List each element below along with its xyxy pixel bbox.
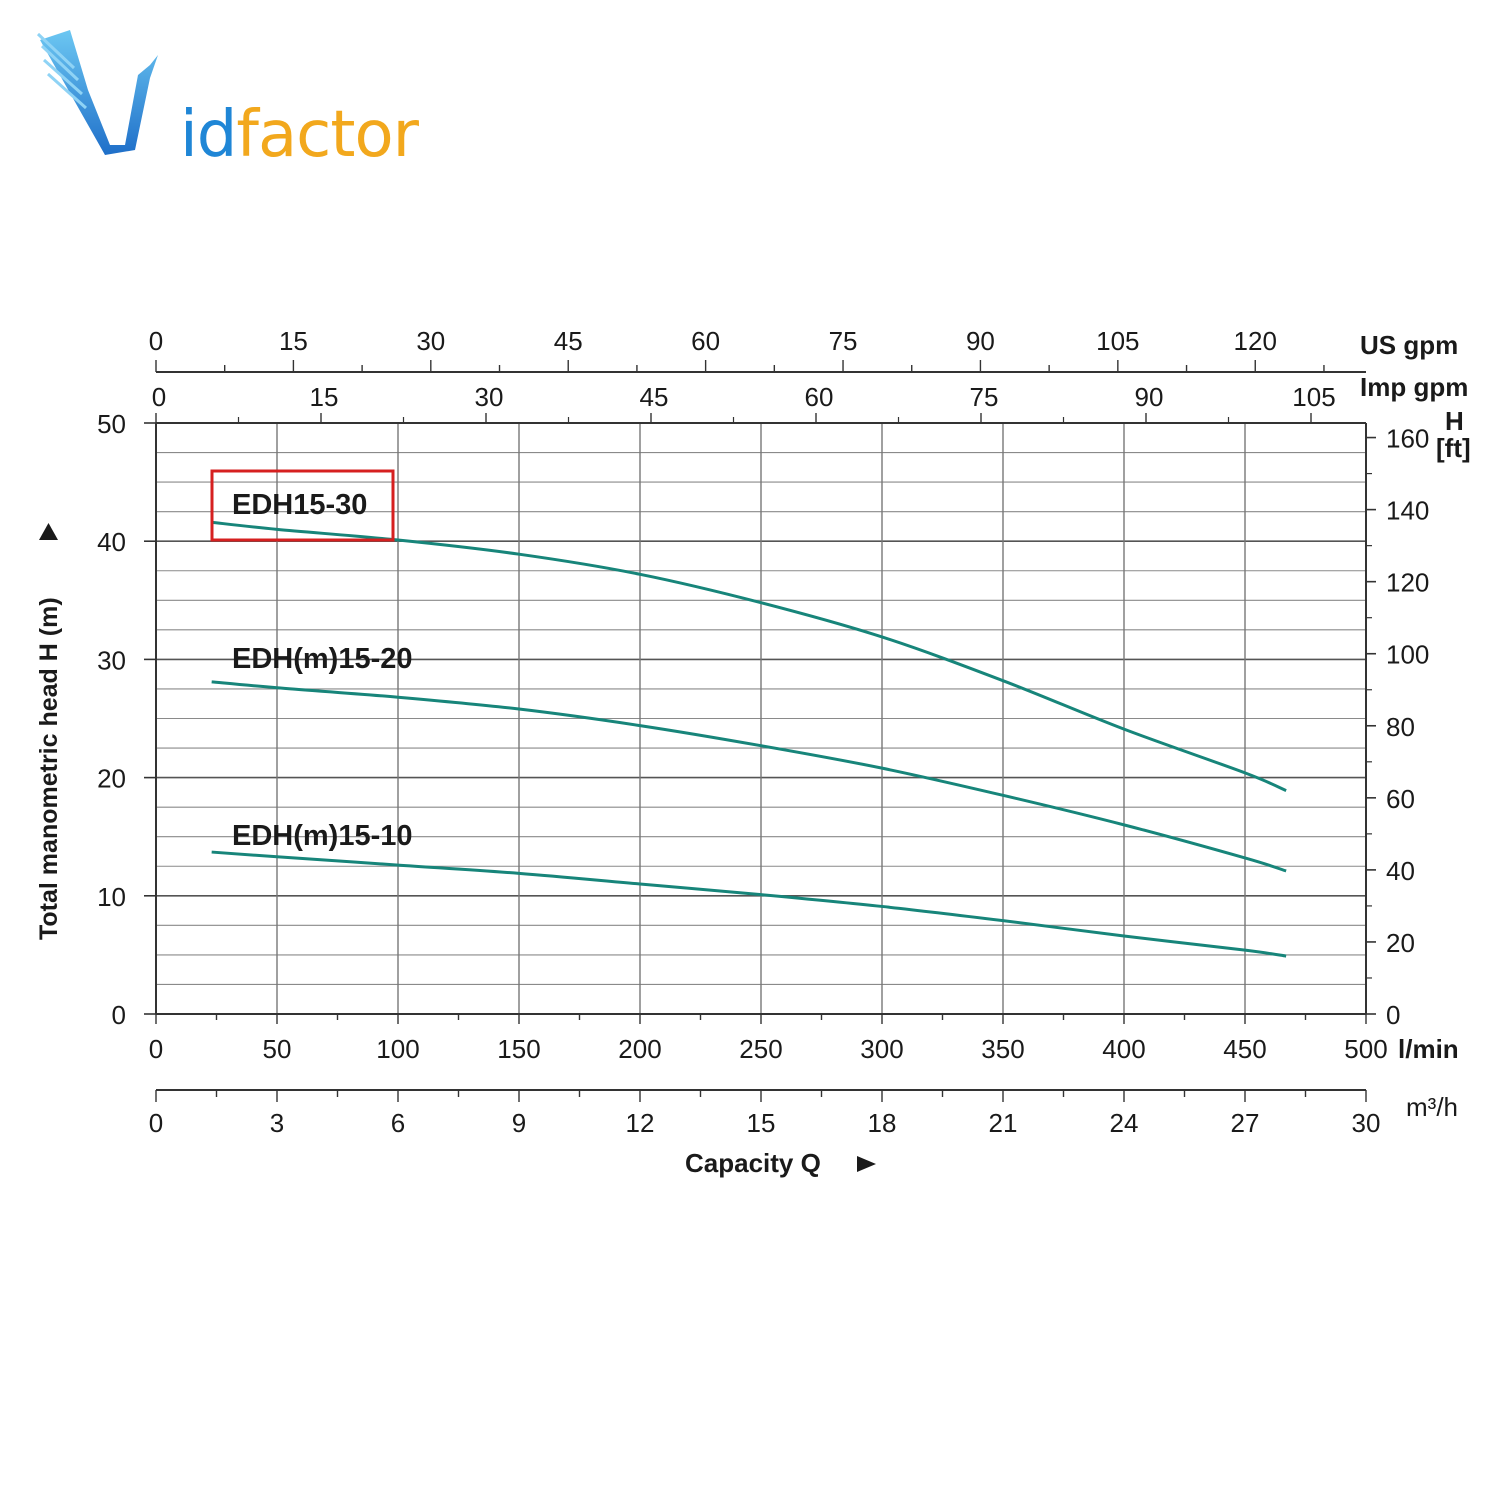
- curve-2: [211, 850, 1287, 958]
- highlight-box: [210, 469, 395, 542]
- x-tick-label: 100: [376, 1034, 419, 1064]
- m3h-tick-label: 9: [512, 1108, 526, 1138]
- us-gpm-tick-label: 75: [829, 326, 858, 356]
- chart-curves: EDH15-30 EDH(m)15-20 EDH(m)15-10: [210, 469, 1287, 958]
- ft-unit-ft: [ft]: [1436, 433, 1471, 463]
- m3h-tick-label: 6: [391, 1108, 405, 1138]
- y-tick-label: 10: [97, 882, 126, 912]
- imp-gpm-tick-label: 0: [152, 382, 166, 412]
- ft-tick-label: 160: [1386, 424, 1429, 454]
- m3h-unit: m³/h: [1406, 1092, 1458, 1122]
- imp-gpm-tick-label: 15: [310, 382, 339, 412]
- ft-unit-h: H: [1445, 406, 1464, 436]
- x-arrow-icon: [857, 1156, 876, 1172]
- m3h-tick-label: 24: [1110, 1108, 1139, 1138]
- imp-gpm-unit: Imp gpm: [1360, 372, 1468, 402]
- logo-text-id: id: [180, 98, 237, 172]
- us-gpm-tick-label: 90: [966, 326, 995, 356]
- imp-gpm-tick-label: 45: [640, 382, 669, 412]
- m3h-tick-label: 12: [626, 1108, 655, 1138]
- us-gpm-unit: US gpm: [1360, 330, 1458, 360]
- x-tick-label: 400: [1102, 1034, 1145, 1064]
- ft-tick-label: 20: [1386, 928, 1415, 958]
- curve-0: [211, 520, 1287, 792]
- x-tick-label: 500: [1344, 1034, 1387, 1064]
- ft-tick-label: 80: [1386, 712, 1415, 742]
- us-gpm-tick-label: 15: [279, 326, 308, 356]
- us-gpm-tick-label: 60: [691, 326, 720, 356]
- x-tick-label: 50: [263, 1034, 292, 1064]
- imp-gpm-tick-label: 75: [970, 382, 999, 412]
- logo-wordmark: idfactor: [180, 98, 419, 172]
- us-gpm-tick-label: 30: [416, 326, 445, 356]
- curve-1: [211, 680, 1287, 873]
- m3h-tick-label: 15: [747, 1108, 776, 1138]
- ft-tick-label: 60: [1386, 784, 1415, 814]
- y-tick-label: 50: [97, 409, 126, 439]
- m3h-tick-label: 30: [1352, 1108, 1381, 1138]
- x-axis-label: Capacity Q: [685, 1148, 821, 1178]
- curve-label-2: EDH(m)15-10: [232, 820, 413, 852]
- ft-tick-label: 100: [1386, 640, 1429, 670]
- y-tick-label: 20: [97, 764, 126, 794]
- us-gpm-tick-label: 0: [149, 326, 163, 356]
- y-tick-label: 40: [97, 527, 126, 557]
- bird-icon: [36, 30, 158, 155]
- us-gpm-tick-label: 105: [1096, 326, 1139, 356]
- us-gpm-tick-label: 45: [554, 326, 583, 356]
- imp-gpm-tick-label: 105: [1292, 382, 1335, 412]
- x-tick-label: 0: [149, 1034, 163, 1064]
- imp-gpm-tick-label: 90: [1135, 382, 1164, 412]
- x-tick-label: 300: [860, 1034, 903, 1064]
- ft-tick-label: 40: [1386, 856, 1415, 886]
- y-tick-label: 0: [112, 1000, 126, 1030]
- x-tick-label: 250: [739, 1034, 782, 1064]
- x-tick-label: 150: [497, 1034, 540, 1064]
- ft-tick-label: 120: [1386, 568, 1429, 598]
- m3h-tick-label: 18: [868, 1108, 897, 1138]
- x-tick-label: 200: [618, 1034, 661, 1064]
- y-arrow-icon: [39, 523, 58, 540]
- m3h-tick-label: 3: [270, 1108, 284, 1138]
- m3h-tick-label: 0: [149, 1108, 163, 1138]
- ft-tick-label: 0: [1386, 1000, 1400, 1030]
- us-gpm-tick-label: 120: [1234, 326, 1277, 356]
- m3h-tick-label: 27: [1231, 1108, 1260, 1138]
- curve-label-0: EDH15-30: [232, 489, 367, 521]
- y-tick-label: 30: [97, 645, 126, 675]
- x-tick-label: 450: [1223, 1034, 1266, 1064]
- x-tick-label: 350: [981, 1034, 1024, 1064]
- y-axis-label: Total manometric head H (m): [35, 597, 63, 940]
- imp-gpm-tick-label: 30: [475, 382, 504, 412]
- vidfactor-logo: idfactor: [30, 20, 419, 172]
- curve-label-1: EDH(m)15-20: [232, 643, 413, 675]
- m3h-tick-label: 21: [989, 1108, 1018, 1138]
- imp-gpm-tick-label: 60: [805, 382, 834, 412]
- logo-text-factor: factor: [236, 98, 418, 172]
- lmin-unit: l/min: [1398, 1034, 1459, 1064]
- ft-tick-label: 140: [1386, 496, 1429, 526]
